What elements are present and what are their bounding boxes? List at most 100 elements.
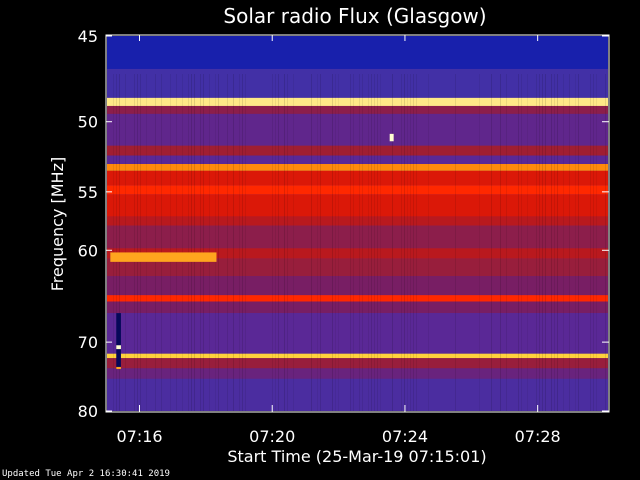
noise-streak (410, 74, 411, 411)
noise-streak (146, 74, 147, 411)
noise-streak (191, 74, 192, 411)
noise-streak (521, 74, 522, 411)
noise-streak (596, 74, 597, 411)
noise-streak (563, 74, 564, 411)
noise-streak (401, 74, 402, 411)
frequency-band (107, 368, 608, 379)
frequency-band (107, 105, 608, 114)
y-axis-label: Frequency [MHz] (48, 157, 67, 291)
noise-streak (278, 74, 279, 411)
frequency-band (107, 313, 608, 354)
noise-streak (200, 74, 201, 411)
noise-streak (125, 74, 126, 411)
noise-streak (218, 74, 219, 411)
y-tick-label: 50 (78, 113, 98, 132)
x-tick-label: 07:16 (116, 427, 162, 446)
noise-streak (134, 74, 135, 411)
noise-streak (542, 74, 543, 411)
noise-streak (170, 74, 171, 411)
noise-streak (578, 74, 579, 411)
frequency-band (107, 164, 608, 171)
noise-streak (536, 74, 537, 411)
noise-streak (284, 74, 285, 411)
noise-streak (362, 74, 363, 411)
heatmap-area (107, 36, 608, 411)
frequency-band (107, 194, 608, 217)
noise-streak (287, 74, 288, 411)
noise-streak (140, 74, 141, 411)
noise-streak (311, 74, 312, 411)
y-tick-label: 55 (78, 183, 98, 202)
noise-streak (113, 74, 114, 411)
noise-streak (539, 74, 540, 411)
noise-streak (404, 74, 405, 411)
noise-streak (593, 74, 594, 411)
frequency-band (107, 378, 608, 411)
noise-streak (272, 74, 273, 411)
x-tick-label: 07:24 (382, 427, 428, 446)
frequency-band (107, 276, 608, 296)
x-tick-label: 07:28 (515, 427, 561, 446)
frequency-band (107, 216, 608, 226)
frequency-band (107, 225, 608, 249)
noise-streak (245, 74, 246, 411)
noise-streak (575, 74, 576, 411)
noise-streak (551, 74, 552, 411)
noise-streak (338, 74, 339, 411)
frequency-band (107, 170, 608, 186)
noise-streak (203, 74, 204, 411)
frequency-band (107, 258, 608, 276)
noise-streak (392, 74, 393, 411)
noise-streak (350, 74, 351, 411)
noise-streak (371, 74, 372, 411)
noise-streak (500, 74, 501, 411)
frequency-band (107, 358, 608, 369)
noise-streak (527, 74, 528, 411)
noise-streak (557, 74, 558, 411)
x-tick-label: 07:20 (249, 427, 295, 446)
frequency-band (107, 68, 608, 98)
noise-streak (275, 74, 276, 411)
noise-streak (317, 74, 318, 411)
noise-streak (176, 74, 177, 411)
frequency-band (107, 353, 608, 359)
burst-60MHz (110, 252, 217, 262)
frequency-band (107, 248, 608, 259)
noise-streak (506, 74, 507, 411)
y-tick-label: 60 (78, 241, 98, 260)
dropout-hot-a (116, 345, 121, 350)
noise-streak (188, 74, 189, 411)
plot-frame (105, 34, 610, 413)
noise-streak (119, 74, 120, 411)
noise-streak (155, 74, 156, 411)
y-tick-label: 45 (78, 27, 98, 46)
noise-streak (428, 74, 429, 411)
dropout-hot-b (116, 366, 121, 370)
noise-streak (413, 74, 414, 411)
frequency-band (107, 97, 608, 106)
noise-streak (239, 74, 240, 411)
noise-streak (353, 74, 354, 411)
updated-timestamp: Updated Tue Apr 2 16:30:41 2019 (2, 469, 170, 479)
x-axis: 07:16 07:20 07:24 07:28 (116, 35, 561, 446)
frequency-band (107, 145, 608, 156)
y-axis: 45 50 55 60 70 80 (78, 27, 609, 421)
noise-streak (320, 74, 321, 411)
noise-streak (293, 74, 294, 411)
noise-streak (194, 74, 195, 411)
frequency-band (107, 301, 608, 314)
y-tick-label: 70 (78, 333, 98, 352)
frequency-band (107, 155, 608, 165)
noise-streak (545, 74, 546, 411)
y-tick-label: 80 (78, 402, 98, 421)
noise-streak (161, 74, 162, 411)
spike-51MHz (389, 133, 394, 142)
noise-streak (374, 74, 375, 411)
noise-streak (332, 74, 333, 411)
noise-streak (233, 74, 234, 411)
x-axis-label: Start Time (25-Mar-19 07:15:01) (227, 447, 486, 466)
noise-streak (227, 74, 228, 411)
noise-streak (407, 74, 408, 411)
noise-streak (377, 74, 378, 411)
